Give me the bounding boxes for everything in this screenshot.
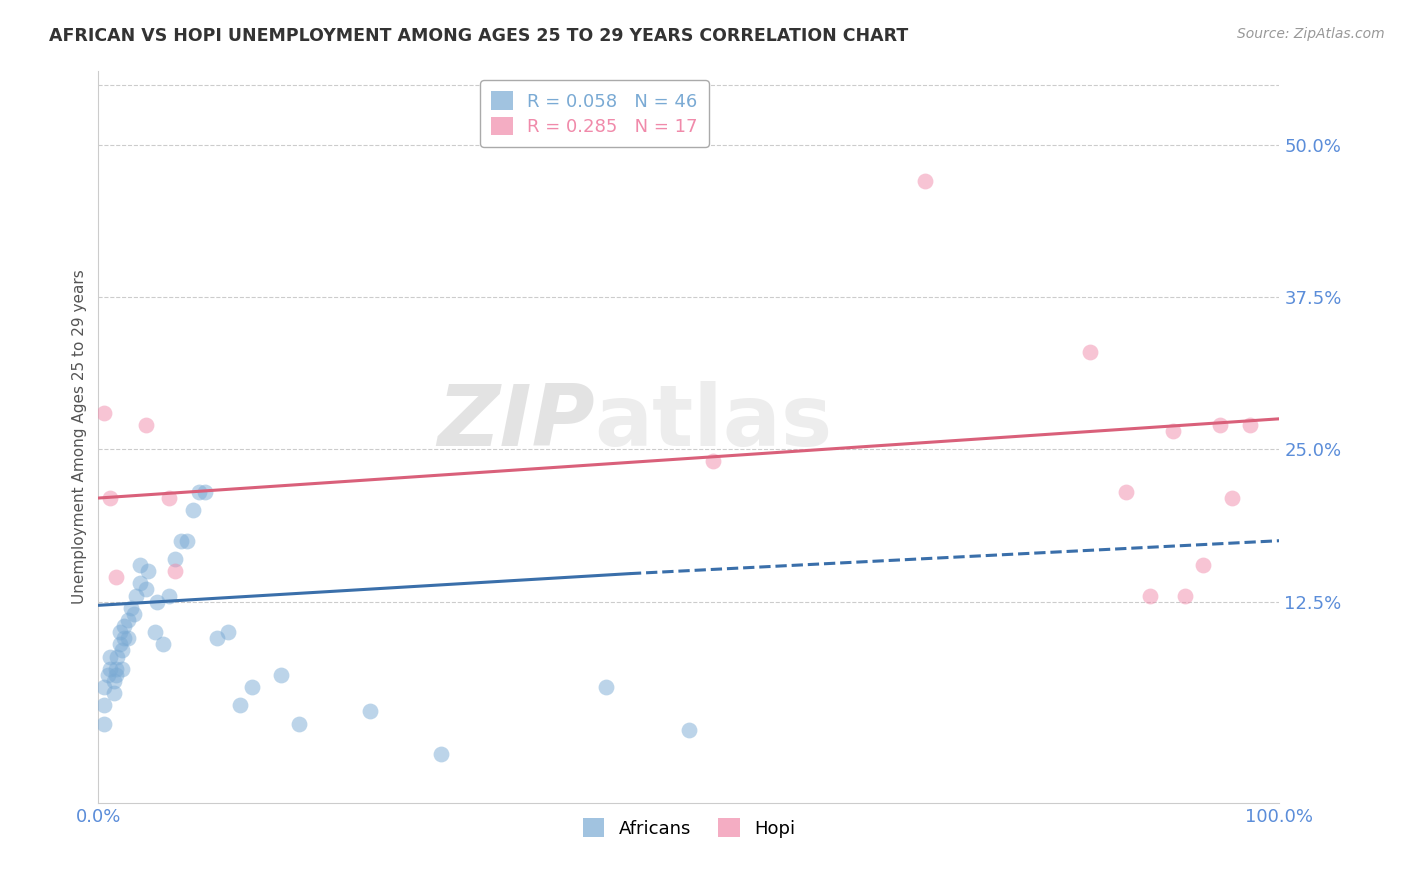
Point: [1080, 344, 1102, 359]
Point: [108, 625, 131, 640]
Point: [117, 632, 139, 646]
Point: [181, 503, 204, 517]
Point: [157, 589, 180, 603]
Point: [112, 619, 135, 633]
Point: [288, 716, 311, 731]
Point: [165, 552, 187, 566]
Point: [1174, 589, 1197, 603]
Point: [98, 491, 121, 505]
Point: [1161, 424, 1184, 438]
Point: [702, 454, 724, 468]
Point: [143, 625, 166, 640]
Point: [111, 662, 134, 676]
Point: [170, 533, 193, 548]
Point: [229, 698, 252, 713]
Point: [93, 406, 115, 420]
Point: [152, 637, 174, 651]
Point: [176, 533, 198, 548]
Point: [914, 174, 936, 188]
Point: [125, 589, 148, 603]
Point: [205, 632, 228, 646]
Legend: Africans, Hopi: Africans, Hopi: [575, 811, 803, 845]
Point: [128, 558, 150, 573]
Point: [595, 680, 617, 694]
Point: [136, 564, 159, 578]
Point: [128, 576, 150, 591]
Point: [98, 649, 121, 664]
Point: [1209, 417, 1232, 432]
Y-axis label: Unemployment Among Ages 25 to 29 years: Unemployment Among Ages 25 to 29 years: [72, 269, 87, 605]
Point: [103, 686, 125, 700]
Point: [122, 607, 145, 621]
Point: [217, 625, 239, 640]
Point: [187, 485, 209, 500]
Text: AFRICAN VS HOPI UNEMPLOYMENT AMONG AGES 25 TO 29 YEARS CORRELATION CHART: AFRICAN VS HOPI UNEMPLOYMENT AMONG AGES …: [49, 27, 908, 45]
Point: [165, 564, 187, 578]
Point: [678, 723, 700, 737]
Point: [1139, 589, 1161, 603]
Point: [135, 582, 157, 597]
Point: [105, 667, 128, 681]
Point: [146, 594, 169, 608]
Point: [108, 637, 131, 651]
Point: [98, 662, 121, 676]
Point: [111, 643, 134, 657]
Point: [105, 649, 128, 664]
Point: [112, 632, 135, 646]
Text: Source: ZipAtlas.com: Source: ZipAtlas.com: [1237, 27, 1385, 41]
Point: [359, 705, 381, 719]
Point: [1239, 417, 1261, 432]
Point: [93, 680, 115, 694]
Point: [430, 747, 453, 761]
Point: [121, 600, 143, 615]
Point: [270, 667, 292, 681]
Point: [93, 716, 115, 731]
Point: [157, 491, 180, 505]
Point: [1220, 491, 1243, 505]
Point: [135, 417, 157, 432]
Point: [240, 680, 263, 694]
Point: [1115, 485, 1137, 500]
Point: [97, 667, 120, 681]
Point: [103, 673, 125, 688]
Point: [1191, 558, 1213, 573]
Point: [93, 698, 115, 713]
Point: [105, 662, 128, 676]
Text: atlas: atlas: [595, 381, 832, 464]
Point: [117, 613, 139, 627]
Point: [105, 570, 128, 584]
Text: ZIP: ZIP: [437, 381, 595, 464]
Point: [194, 485, 217, 500]
